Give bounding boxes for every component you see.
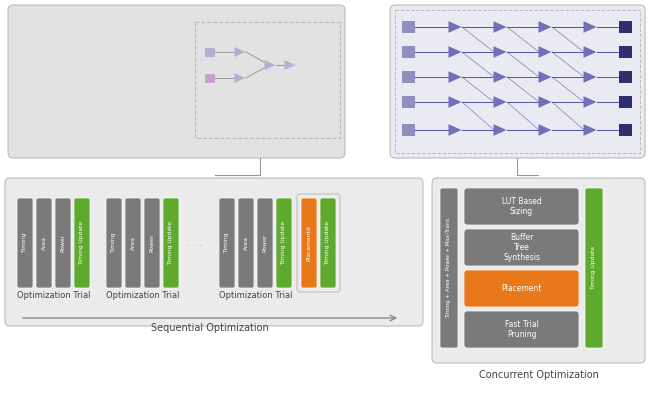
Text: Area: Area xyxy=(42,236,47,250)
Polygon shape xyxy=(448,71,461,83)
FancyBboxPatch shape xyxy=(55,198,71,288)
FancyBboxPatch shape xyxy=(106,198,122,288)
FancyBboxPatch shape xyxy=(8,5,345,158)
FancyBboxPatch shape xyxy=(125,198,141,288)
Text: Power: Power xyxy=(60,234,66,252)
Bar xyxy=(619,71,632,83)
Polygon shape xyxy=(584,46,597,58)
FancyBboxPatch shape xyxy=(464,311,579,348)
FancyBboxPatch shape xyxy=(219,198,235,288)
FancyBboxPatch shape xyxy=(297,194,340,292)
Text: Area: Area xyxy=(244,236,248,250)
FancyBboxPatch shape xyxy=(464,188,579,225)
Bar xyxy=(619,46,632,58)
FancyBboxPatch shape xyxy=(464,229,579,266)
Text: Placementd: Placementd xyxy=(307,225,311,261)
Polygon shape xyxy=(538,96,551,108)
Text: Buffer
Tree
Synthesis: Buffer Tree Synthesis xyxy=(503,233,540,262)
Text: Timing Update: Timing Update xyxy=(79,221,84,265)
Polygon shape xyxy=(493,46,506,58)
Text: Placement: Placement xyxy=(501,284,541,293)
FancyBboxPatch shape xyxy=(432,178,645,363)
Text: Optimization Trial: Optimization Trial xyxy=(17,291,90,301)
Polygon shape xyxy=(584,21,597,33)
FancyBboxPatch shape xyxy=(163,198,179,288)
Text: . . .: . . . xyxy=(187,238,203,248)
Polygon shape xyxy=(285,60,296,70)
Polygon shape xyxy=(584,96,597,108)
Text: Timing Update: Timing Update xyxy=(168,221,174,265)
FancyBboxPatch shape xyxy=(464,270,579,307)
Polygon shape xyxy=(493,21,506,33)
Text: Power: Power xyxy=(263,234,268,252)
FancyBboxPatch shape xyxy=(17,198,33,288)
Polygon shape xyxy=(235,47,246,57)
Bar xyxy=(619,21,632,33)
Text: Timing + Area + Power + Max-Trans: Timing + Area + Power + Max-Trans xyxy=(447,218,452,318)
Polygon shape xyxy=(235,73,246,83)
FancyBboxPatch shape xyxy=(144,198,160,288)
Text: LUT Based
Sizing: LUT Based Sizing xyxy=(502,197,541,216)
Bar xyxy=(395,10,640,153)
Bar xyxy=(619,124,632,136)
Text: Optimization Trial: Optimization Trial xyxy=(219,291,292,301)
Text: Optimization Trial: Optimization Trial xyxy=(106,291,179,301)
FancyBboxPatch shape xyxy=(585,188,603,348)
Polygon shape xyxy=(265,60,276,70)
Text: Timing Update: Timing Update xyxy=(592,246,597,290)
FancyBboxPatch shape xyxy=(74,198,90,288)
Bar xyxy=(402,46,415,58)
FancyBboxPatch shape xyxy=(276,198,292,288)
Text: Timing Update: Timing Update xyxy=(326,221,330,265)
Bar xyxy=(205,73,215,82)
Polygon shape xyxy=(493,96,506,108)
Text: Timing Update: Timing Update xyxy=(281,221,287,265)
FancyBboxPatch shape xyxy=(440,188,458,348)
Polygon shape xyxy=(448,96,461,108)
Text: Sequential Optimization: Sequential Optimization xyxy=(151,323,269,333)
FancyBboxPatch shape xyxy=(320,198,336,288)
Polygon shape xyxy=(448,46,461,58)
Bar xyxy=(402,124,415,136)
Text: Timing: Timing xyxy=(23,233,27,253)
Polygon shape xyxy=(448,21,461,33)
Polygon shape xyxy=(493,124,506,136)
Bar xyxy=(619,96,632,108)
Polygon shape xyxy=(538,46,551,58)
Polygon shape xyxy=(448,124,461,136)
Text: Fast Trial
Pruning: Fast Trial Pruning xyxy=(504,320,538,339)
Text: Area: Area xyxy=(131,236,135,250)
FancyBboxPatch shape xyxy=(257,198,273,288)
Text: Timing: Timing xyxy=(112,233,116,253)
Text: Timing: Timing xyxy=(224,233,229,253)
FancyBboxPatch shape xyxy=(36,198,52,288)
Text: Power: Power xyxy=(150,234,155,252)
FancyBboxPatch shape xyxy=(238,198,254,288)
FancyBboxPatch shape xyxy=(390,5,645,158)
Polygon shape xyxy=(584,71,597,83)
Bar xyxy=(195,22,340,138)
FancyBboxPatch shape xyxy=(301,198,317,288)
Bar xyxy=(402,21,415,33)
FancyBboxPatch shape xyxy=(5,178,423,326)
Text: Concurrent Optimization: Concurrent Optimization xyxy=(478,370,599,380)
Bar xyxy=(205,47,215,56)
Polygon shape xyxy=(584,124,597,136)
Polygon shape xyxy=(538,21,551,33)
Polygon shape xyxy=(538,71,551,83)
Polygon shape xyxy=(538,124,551,136)
Bar xyxy=(402,96,415,108)
Bar xyxy=(402,71,415,83)
Polygon shape xyxy=(493,71,506,83)
